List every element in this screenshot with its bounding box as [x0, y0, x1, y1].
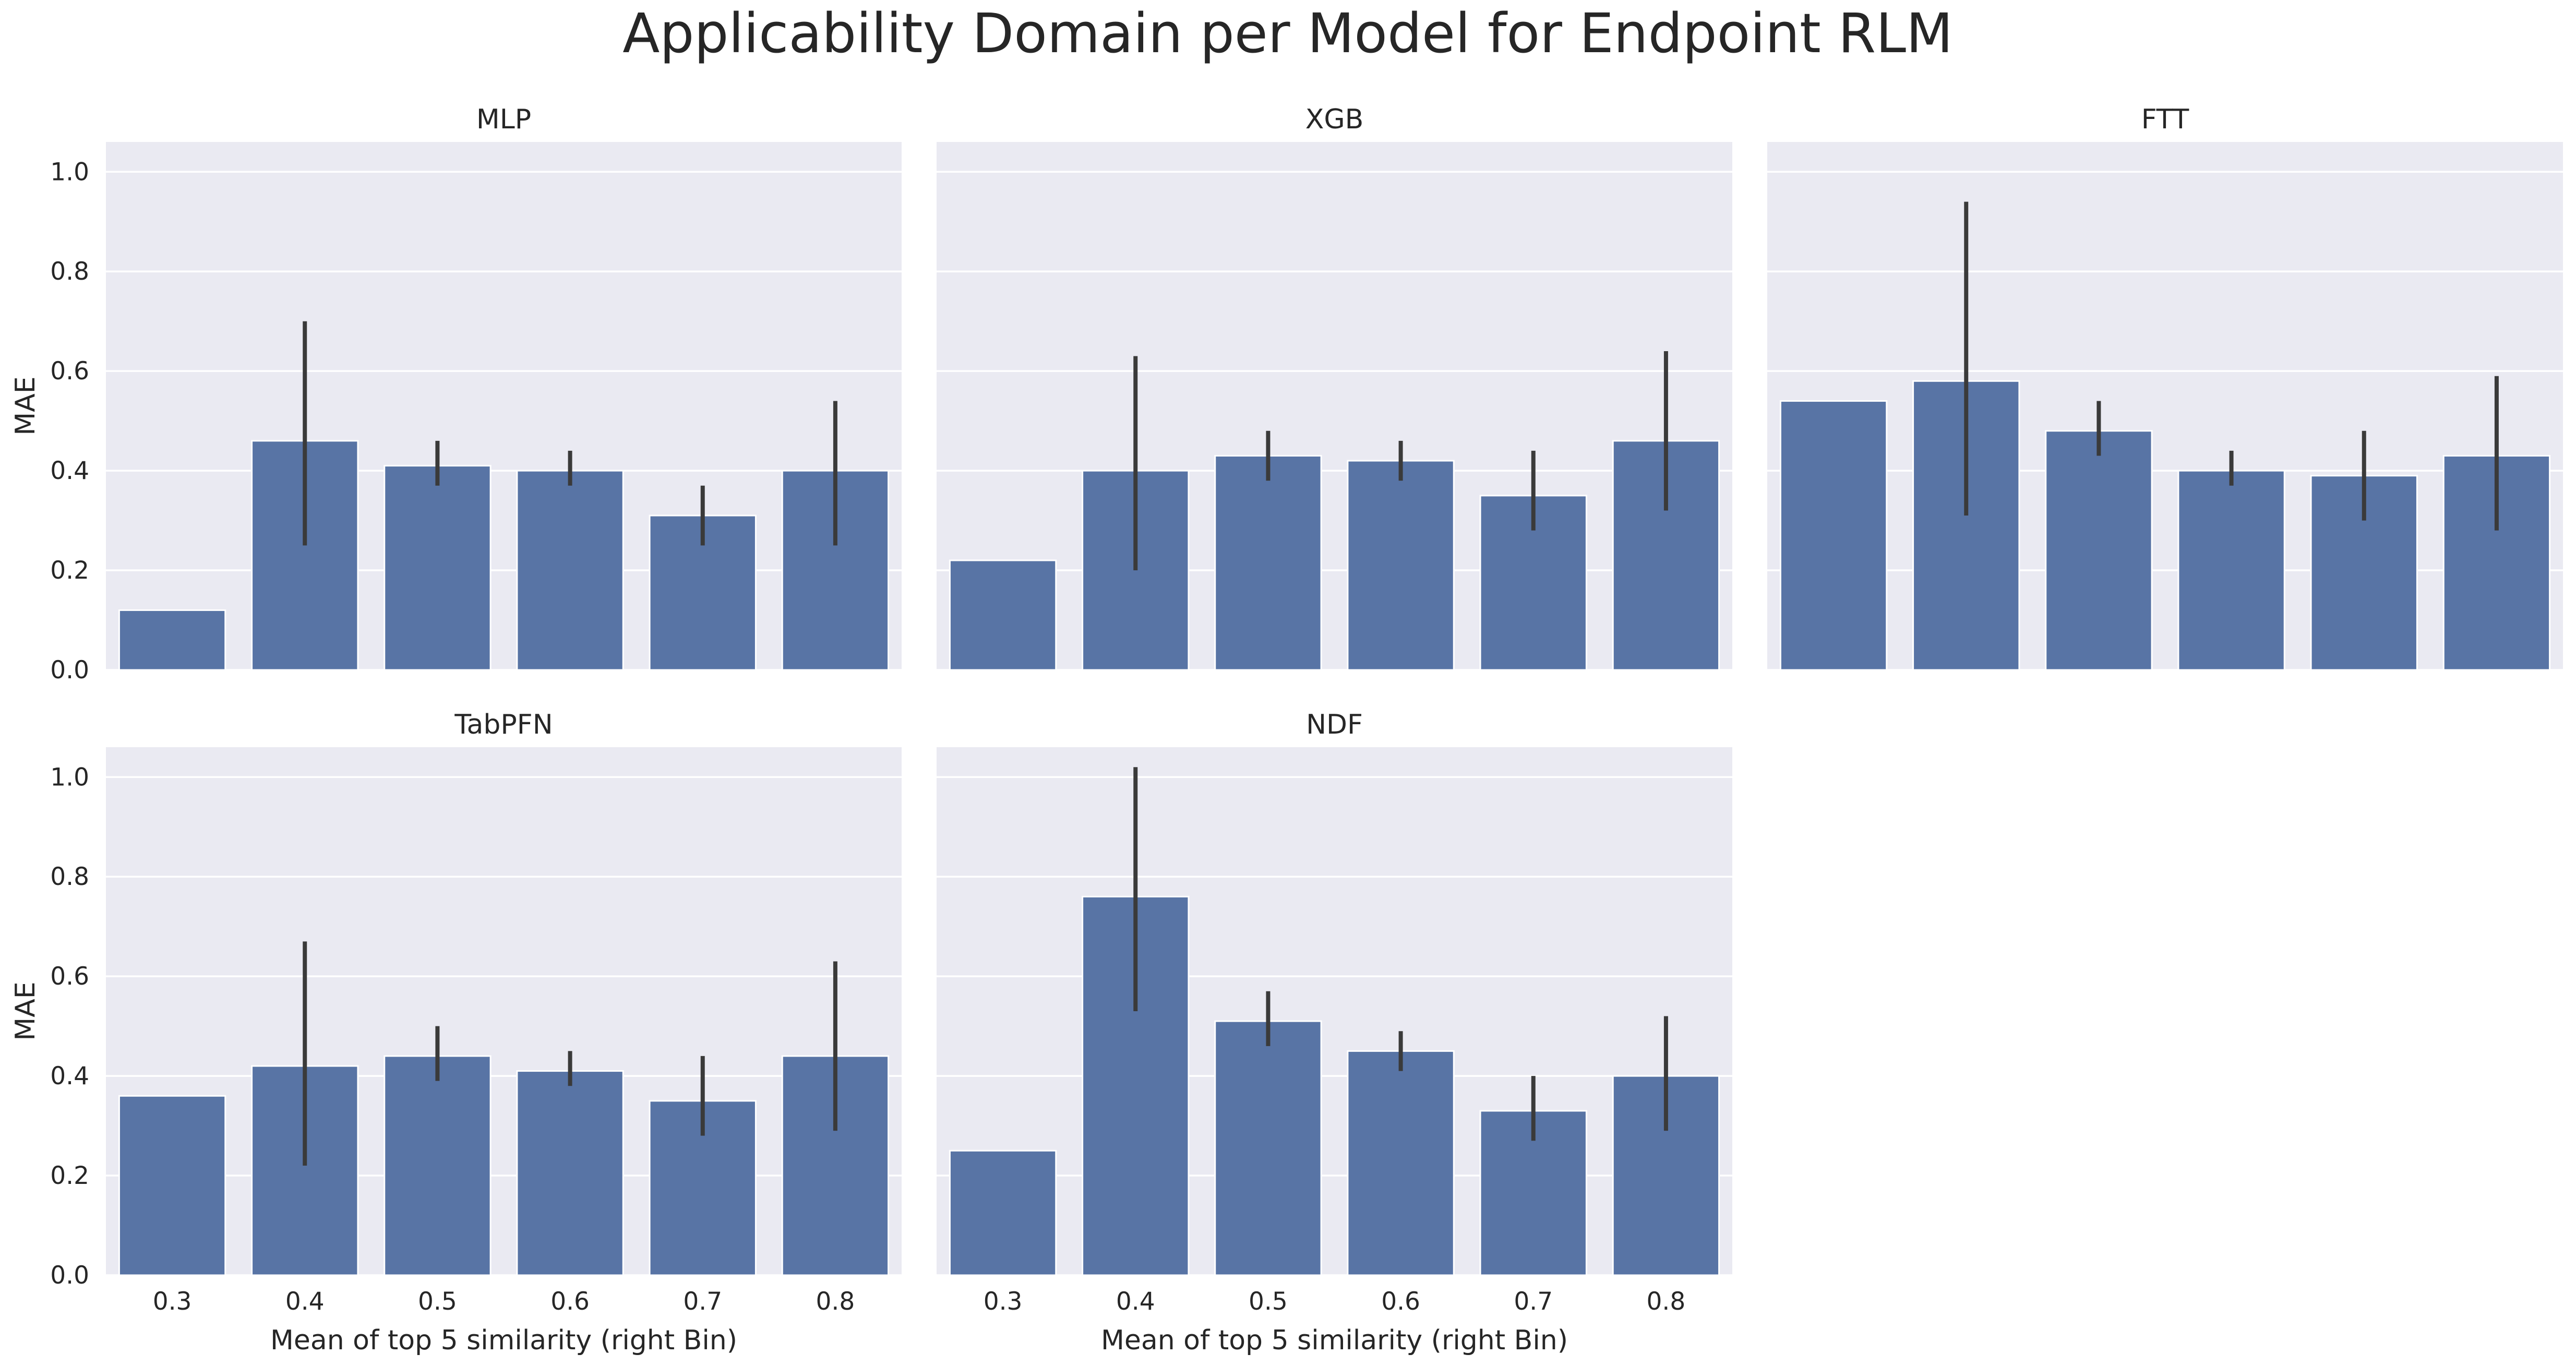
bar: [516, 1070, 624, 1276]
x-tick-label: 0.7: [683, 1287, 722, 1316]
y-tick-label: 1.0: [50, 158, 89, 186]
y-tick-label: 0.4: [50, 457, 89, 485]
bar: [384, 1055, 492, 1276]
x-tick-label: 0.6: [1381, 1287, 1420, 1316]
x-tick-label: 0.7: [1514, 1287, 1553, 1316]
x-axis-label: Mean of top 5 similarity (right Bin): [270, 1325, 737, 1356]
x-tick-label: 0.4: [1116, 1287, 1155, 1316]
bar: [384, 465, 492, 671]
y-tick-label: 0.0: [50, 1261, 89, 1290]
x-tick-label: 0.8: [816, 1287, 855, 1316]
panel-xgb: XGB: [937, 104, 1732, 671]
bar: [1214, 454, 1322, 671]
bar: [1779, 400, 1888, 671]
y-tick-label: 0.2: [50, 556, 89, 585]
panel-mlp: 0.0 0.2 0.4 0.6 0.8 1.0 MLP MAE: [10, 104, 902, 685]
y-tick-label: 0.8: [50, 862, 89, 891]
plot-area: [106, 747, 902, 1275]
bar: [1347, 460, 1455, 671]
y-axis-label: MAE: [10, 376, 41, 435]
panel-title: NDF: [1306, 709, 1363, 740]
panel-title: XGB: [1305, 104, 1364, 135]
y-tick-label: 0.0: [50, 656, 89, 685]
x-tick-label: 0.3: [984, 1287, 1023, 1316]
plot-area: [106, 142, 902, 670]
y-tick-label: 0.6: [50, 357, 89, 386]
plot-area: [937, 142, 1732, 670]
panel-title: MLP: [476, 104, 531, 135]
y-tick-label: 0.6: [50, 962, 89, 991]
x-tick-label: 0.4: [285, 1287, 325, 1316]
y-tick-label: 0.2: [50, 1161, 89, 1190]
panel-ndf: 0.3 0.4 0.5 0.6 0.7 0.8 NDF Mean of top 5 simil…: [937, 709, 1732, 1356]
panel-title: TabPFN: [454, 709, 553, 740]
y-tick-label: 0.4: [50, 1062, 89, 1091]
x-axis-label: Mean of top 5 similarity (right Bin): [1101, 1325, 1568, 1356]
figure-title: Applicability Domain per Model for Endpo…: [622, 2, 1953, 65]
bar: [2045, 430, 2153, 671]
bar: [949, 1149, 1057, 1276]
bar: [949, 559, 1057, 671]
plot-area: [1767, 142, 2563, 670]
x-tick-label: 0.5: [418, 1287, 457, 1316]
panel-tabpfn: 0.0 0.2 0.4 0.6 0.8 1.0 0.3 0.4 0.5 0.6 0.7 0.8 TabP…: [10, 709, 902, 1356]
panel-title: FTT: [2141, 104, 2189, 135]
x-tick-label: 0.5: [1249, 1287, 1288, 1316]
x-tick-label: 0.8: [1647, 1287, 1686, 1316]
bar: [1347, 1050, 1455, 1276]
y-tick-label: 0.8: [50, 257, 89, 286]
bar: [118, 1095, 226, 1276]
x-tick-label: 0.3: [153, 1287, 192, 1316]
plot-area: [937, 747, 1732, 1275]
y-tick-label: 1.0: [50, 763, 89, 792]
bar: [118, 609, 226, 671]
bar: [516, 470, 624, 671]
panel-ftt: FTT: [1767, 104, 2563, 671]
y-axis-label: MAE: [10, 981, 41, 1040]
x-tick-label: 0.6: [550, 1287, 590, 1316]
bar: [1214, 1020, 1322, 1276]
bar: [2177, 470, 2285, 671]
